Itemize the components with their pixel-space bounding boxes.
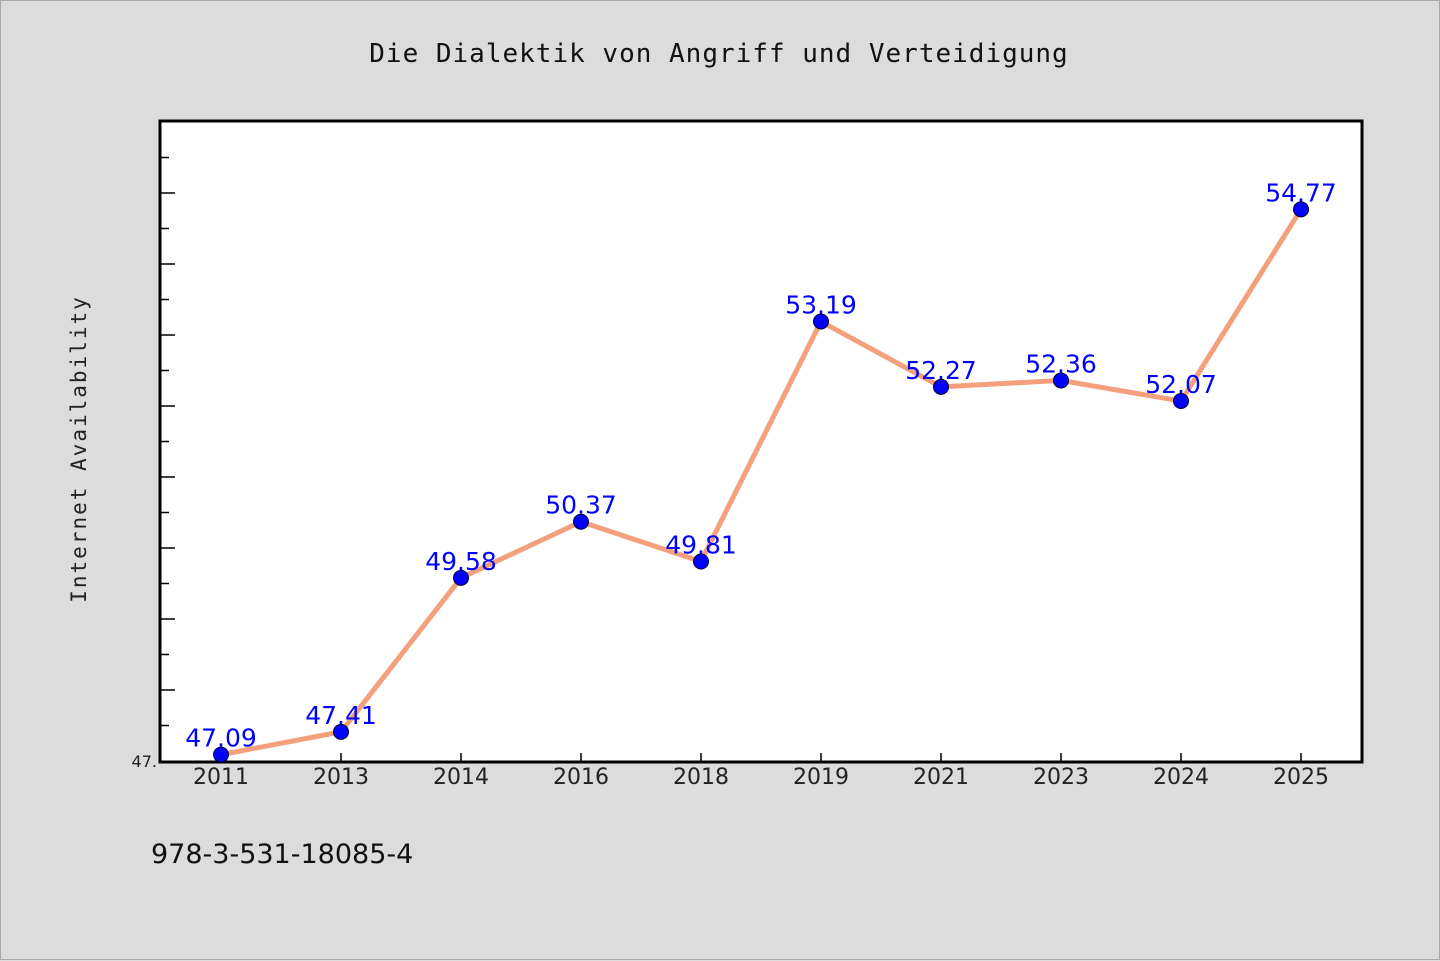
data-point bbox=[573, 513, 589, 530]
data-point bbox=[1053, 372, 1069, 389]
isbn-text: 978-3-531-18085-4 bbox=[151, 839, 413, 870]
x-tick-label: 2023 bbox=[1033, 765, 1089, 790]
data-label: 53.19 bbox=[785, 291, 857, 320]
x-tick-label: 2018 bbox=[673, 765, 729, 790]
x-tick-label: 2014 bbox=[433, 765, 489, 790]
data-point bbox=[1173, 393, 1189, 410]
x-tick-label: 2021 bbox=[913, 765, 969, 790]
data-point bbox=[1293, 201, 1309, 218]
data-label: 47.41 bbox=[305, 701, 377, 730]
x-tick-label: 2024 bbox=[1153, 765, 1209, 790]
data-labels: 47.09 47.41 49.58 50.37 49.81 53.19 52.27 52.36… bbox=[185, 178, 1337, 752]
data-label: 52.27 bbox=[905, 356, 977, 385]
data-point bbox=[693, 553, 709, 570]
data-point bbox=[333, 723, 349, 740]
data-label: 47.09 bbox=[185, 724, 257, 753]
data-markers bbox=[213, 201, 1309, 763]
x-tick-label: 2016 bbox=[553, 765, 609, 790]
data-point bbox=[453, 569, 469, 586]
x-tick-label: 2013 bbox=[313, 765, 369, 790]
y-axis-label: Internet Availability bbox=[67, 295, 91, 603]
x-tick-label: 2025 bbox=[1273, 765, 1329, 790]
x-tick-label: 2019 bbox=[793, 765, 849, 790]
data-label: 54.77 bbox=[1265, 178, 1337, 207]
y-tick-label: 47. bbox=[132, 752, 157, 771]
data-point bbox=[813, 313, 829, 330]
data-label: 52.36 bbox=[1025, 349, 1097, 378]
data-label: 50.37 bbox=[545, 491, 617, 520]
data-point bbox=[213, 746, 229, 763]
data-label: 49.58 bbox=[425, 547, 497, 576]
data-label: 49.81 bbox=[665, 530, 737, 559]
series-line bbox=[218, 206, 1304, 758]
x-tick-label: 2011 bbox=[193, 765, 249, 790]
y-axis-ticks bbox=[161, 156, 175, 727]
chart-title: Die Dialektik von Angriff und Verteidigu… bbox=[369, 39, 1068, 69]
data-point bbox=[933, 378, 949, 395]
x-axis-ticks: 2011 2013 2014 2016 2018 2019 2021 2023 2024 2025 bbox=[193, 753, 1329, 790]
data-label: 52.07 bbox=[1145, 370, 1217, 399]
